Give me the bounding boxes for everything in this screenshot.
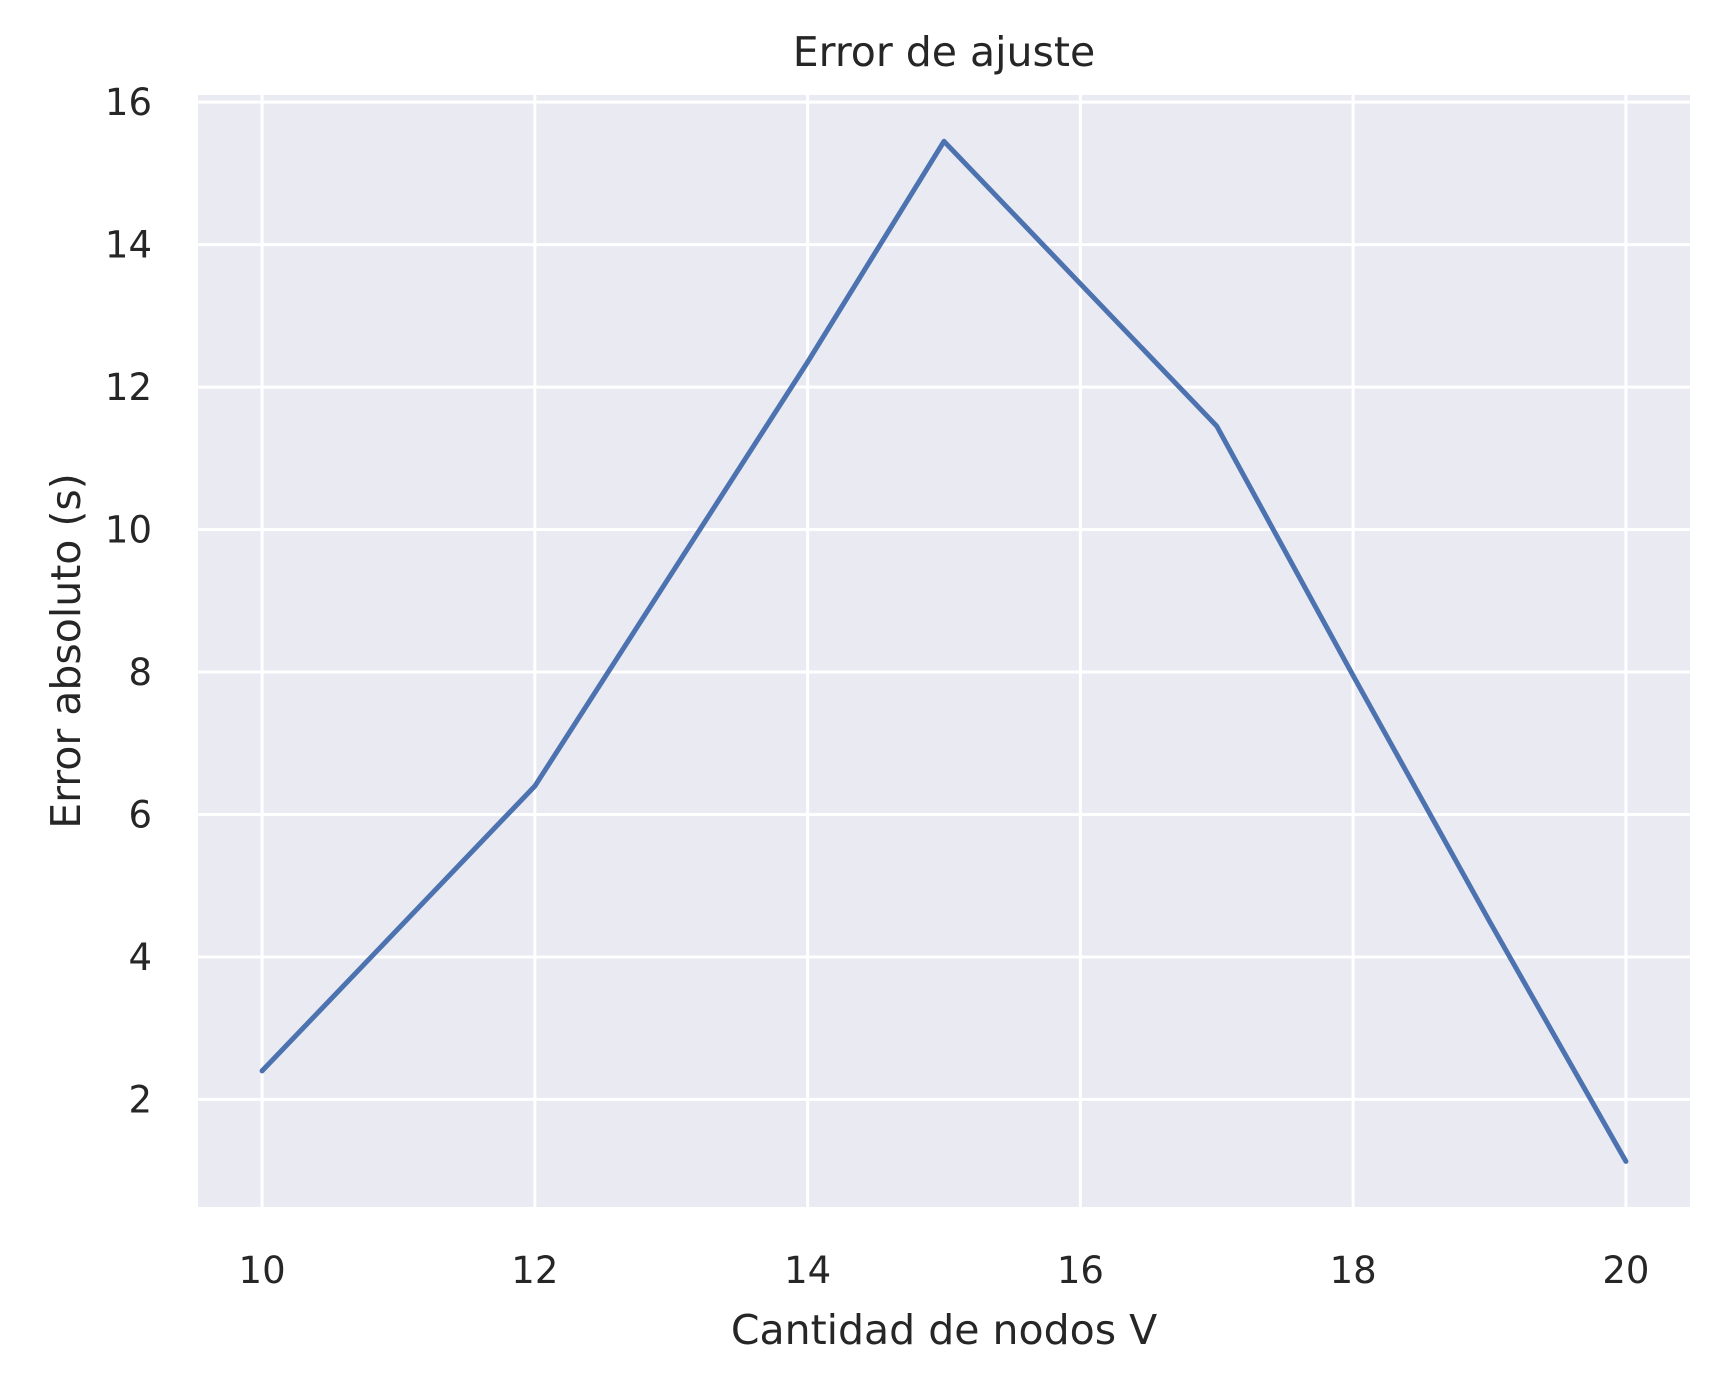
series-line [259,138,1629,1164]
y-tick-label: 12 [105,366,152,409]
y-tick-label: 14 [105,224,152,267]
y-tick-label: 8 [128,651,152,694]
y-tick-label: 10 [105,509,152,552]
y-axis-title: Error absoluto (s) [42,473,90,829]
x-axis-title: Cantidad de nodos V [731,1306,1157,1354]
x-axis-ticks: 10 12 14 16 18 20 [239,1249,1650,1292]
y-axis-ticks: 2 4 6 8 10 12 14 16 [105,81,152,1121]
x-tick-label: 20 [1602,1249,1649,1292]
x-tick-label: 16 [1057,1249,1104,1292]
grid [198,95,1690,1207]
y-tick-label: 6 [128,793,152,836]
x-tick-label: 14 [784,1249,831,1292]
x-tick-label: 18 [1330,1249,1377,1292]
y-tick-label: 4 [128,936,152,979]
x-tick-label: 12 [511,1249,558,1292]
plot-area [198,95,1690,1207]
y-tick-label: 2 [128,1078,152,1121]
series-layer [259,138,1629,1164]
x-tick-label: 10 [239,1249,286,1292]
y-tick-label: 16 [105,81,152,124]
chart-title: Error de ajuste [793,28,1095,76]
